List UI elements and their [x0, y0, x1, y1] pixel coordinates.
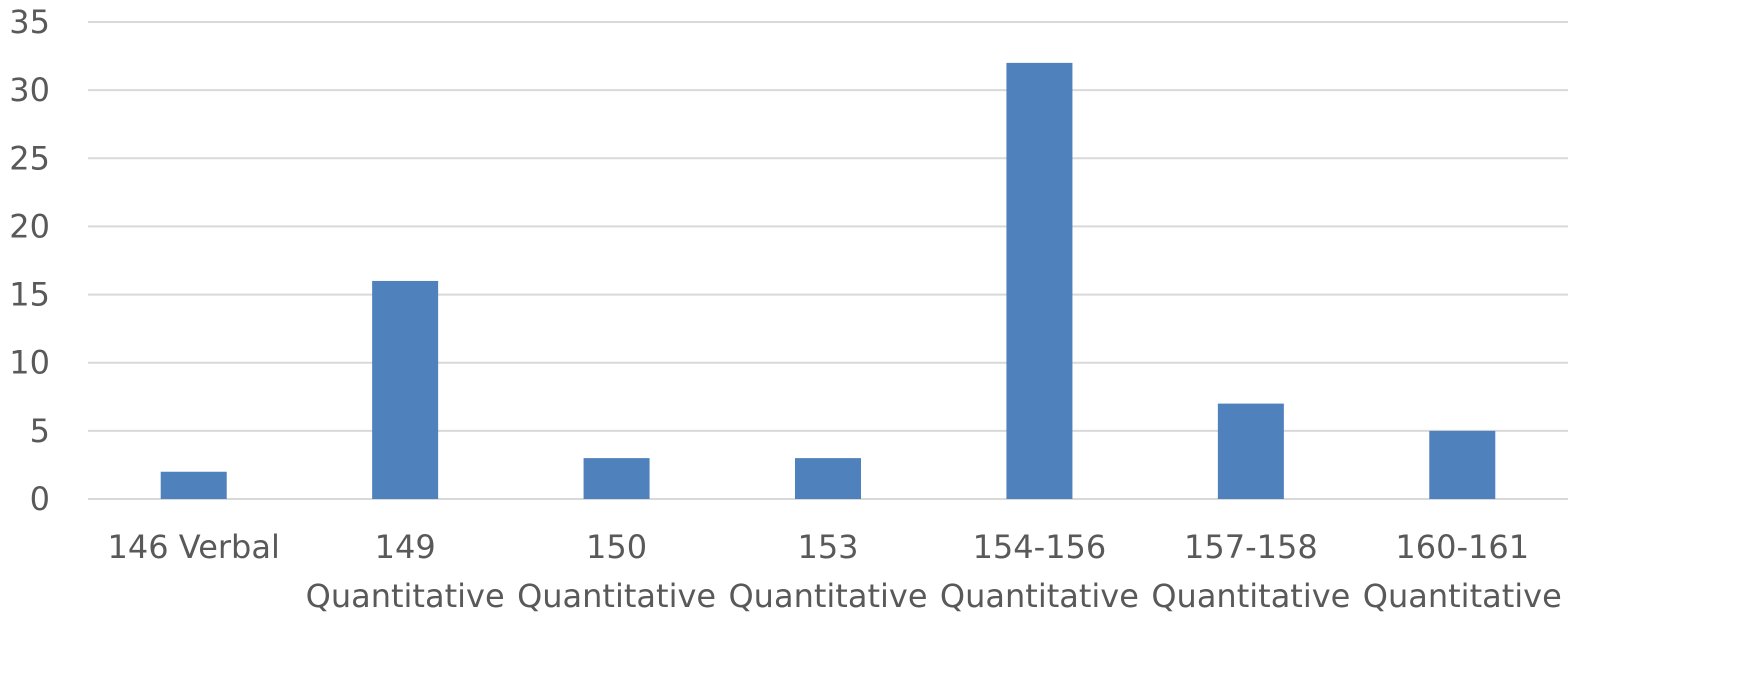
x-tick-label: 149 Quantitative [306, 528, 505, 615]
bar [1006, 62, 1073, 500]
y-tick-label: 15 [9, 276, 50, 314]
y-tick-label: 0 [30, 480, 50, 518]
bar [1429, 430, 1496, 499]
x-tick-label: 150 Quantitative [517, 528, 716, 615]
x-tick-label-line: 160-161 [1395, 528, 1529, 566]
x-tick-label-line: 146 Verbal [108, 528, 280, 566]
y-tick-label: 35 [9, 3, 50, 41]
bar [795, 458, 861, 499]
x-tick-label: 146 Verbal [108, 528, 280, 566]
y-tick-label: 20 [9, 207, 50, 245]
bar [372, 280, 439, 499]
bars [160, 62, 1496, 500]
x-tick-label-line: 150 [586, 528, 647, 566]
bar [583, 458, 650, 499]
x-tick-label-line: Quantitative [517, 577, 716, 615]
x-tick-label-line: Quantitative [728, 577, 927, 615]
y-tick-label: 5 [30, 412, 50, 450]
gridlines [88, 21, 1568, 500]
x-tick-label-line: 153 [797, 528, 858, 566]
y-tick-label: 30 [9, 71, 50, 109]
x-tick-label: 157-158 Quantitative [1151, 528, 1350, 615]
bar [160, 471, 227, 499]
x-tick-label: 153 Quantitative [728, 528, 927, 615]
x-tick-label: 160-161 Quantitative [1363, 528, 1562, 615]
x-tick-label-line: 149 [375, 528, 436, 566]
x-tick-label-line: Quantitative [940, 577, 1139, 615]
x-tick-label-line: 157-158 [1184, 528, 1318, 566]
x-tick-label-line: Quantitative [1151, 577, 1350, 615]
x-tick-label-line: Quantitative [306, 577, 505, 615]
y-tick-label: 25 [9, 139, 50, 177]
x-tick-label-line: Quantitative [1363, 577, 1562, 615]
x-axis-tick-labels: 146 Verbal 149 Quantitative 150 Quantitative… [108, 528, 1562, 615]
y-tick-label: 10 [9, 344, 50, 382]
bar [1217, 403, 1284, 499]
x-tick-label: 154-156 Quantitative [940, 528, 1139, 615]
x-tick-label-line: 154-156 [973, 528, 1107, 566]
y-axis-tick-labels: 0 5 10 15 20 25 30 35 [9, 3, 50, 518]
